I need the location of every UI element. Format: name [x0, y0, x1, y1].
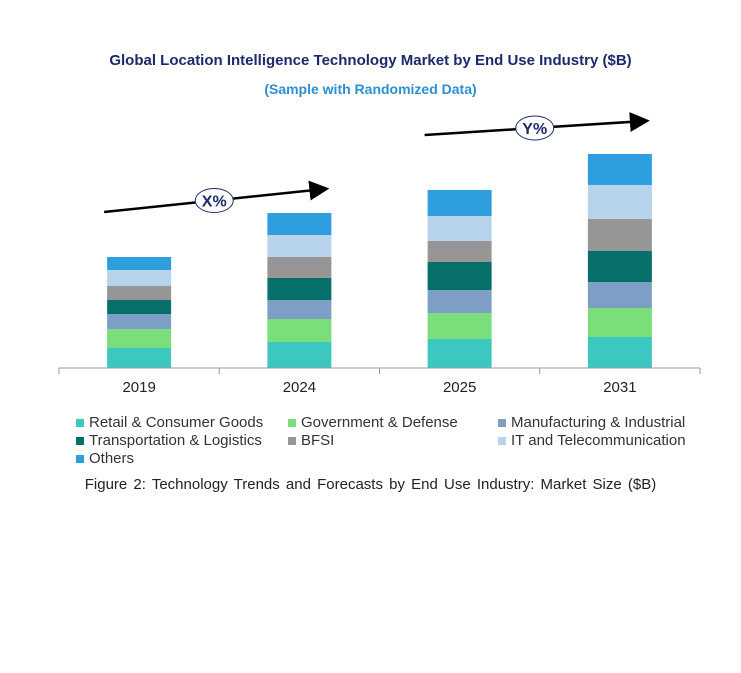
chart-title: Global Location Intelligence Technology …: [109, 52, 632, 69]
bar-2019-series-5: [107, 270, 172, 286]
x-tick-label: 2019: [122, 379, 155, 396]
growth-label-bubble: [515, 115, 555, 141]
bar-2019-series-6: [107, 257, 172, 270]
legend-label: Manufacturing & Industrial: [511, 414, 686, 431]
legend-swatch: [76, 418, 84, 427]
bar-2024-series-4: [267, 257, 332, 278]
bar-2024-series-3: [267, 278, 332, 300]
growth-label: Y%: [522, 121, 547, 138]
bar-2024-series-0: [267, 342, 332, 368]
bar-2019-series-0: [107, 348, 172, 368]
legend-label: Government & Defense: [301, 414, 458, 431]
bar-2025-series-3: [427, 262, 492, 290]
bar-2025-series-1: [427, 313, 492, 339]
legend-swatch: [498, 418, 506, 427]
legend-item: Transportation & Logistics: [76, 432, 262, 449]
bar-2031-series-1: [587, 308, 652, 337]
legend-swatch: [76, 436, 84, 445]
legend-item: Others: [76, 450, 134, 467]
bar-2024-series-6: [267, 213, 332, 235]
x-tick-label: 2025: [443, 379, 476, 396]
legend-label: IT and Telecommunication: [511, 432, 686, 449]
bar-2025-series-6: [427, 190, 492, 216]
bar-2025-series-4: [427, 241, 492, 262]
bar-2025-series-2: [427, 290, 492, 313]
bar-2025-series-5: [427, 216, 492, 241]
bar-2031-series-2: [587, 282, 652, 308]
x-tick-label: 2024: [283, 379, 316, 396]
legend-label: Retail & Consumer Goods: [89, 414, 264, 431]
bar-2031-series-6: [587, 154, 652, 185]
bar-2031-series-0: [587, 337, 652, 368]
bar-2019-series-2: [107, 314, 172, 329]
bar-2024-series-5: [267, 235, 332, 257]
growth-label: X%: [202, 194, 227, 211]
bar-2031-series-5: [587, 185, 652, 219]
legend-item: Retail & Consumer Goods: [76, 414, 263, 431]
legend-swatch: [288, 436, 296, 445]
bar-2024-series-1: [267, 319, 332, 342]
bar-2024-series-2: [267, 300, 332, 319]
legend-swatch: [76, 454, 84, 463]
growth-label-bubble: [194, 188, 234, 213]
legend-swatch: [288, 418, 296, 427]
legend-label: BFSI: [301, 432, 335, 449]
legend-swatch: [498, 436, 506, 445]
bar-2019-series-4: [107, 286, 172, 300]
chart-subtitle: (Sample with Randomized Data): [264, 81, 477, 97]
bar-2031-series-4: [587, 219, 652, 251]
bar-2019-series-1: [107, 329, 172, 348]
legend-label: Transportation & Logistics: [89, 432, 262, 449]
bar-2031-series-3: [587, 251, 652, 282]
bar-2025-series-0: [427, 339, 492, 368]
legend-item: Government & Defense: [288, 414, 458, 431]
bar-2019-series-3: [107, 300, 172, 314]
legend-item: Manufacturing & Industrial: [498, 414, 685, 431]
figure-caption: Figure 2: Technology Trends and Forecast…: [84, 476, 657, 493]
legend-label: Others: [89, 450, 135, 467]
legend-item: BFSI: [288, 432, 334, 449]
x-tick-label: 2031: [603, 379, 636, 396]
chart-plot: 2019 2024 2025 2031 X% Y%: [58, 111, 701, 396]
legend-item: IT and Telecommunication: [498, 432, 686, 449]
